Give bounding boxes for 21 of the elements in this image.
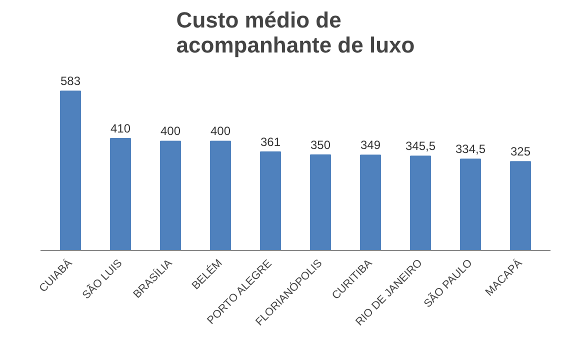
bar bbox=[110, 138, 131, 250]
chart-title: Custo médio de acompanhante de luxo bbox=[176, 8, 415, 58]
bar bbox=[510, 161, 531, 250]
bar bbox=[60, 90, 81, 250]
data-label: 400 bbox=[160, 124, 181, 138]
bar bbox=[210, 140, 231, 250]
data-label: 400 bbox=[210, 124, 231, 138]
bar bbox=[360, 154, 381, 250]
data-label: 361 bbox=[260, 134, 281, 149]
data-label: 334,5 bbox=[455, 142, 486, 156]
bar bbox=[310, 154, 331, 250]
bar bbox=[260, 151, 281, 250]
data-label: 350 bbox=[310, 138, 331, 152]
bar bbox=[410, 156, 431, 250]
data-label: 349 bbox=[360, 138, 381, 152]
data-label: 325 bbox=[510, 144, 531, 159]
data-label: 345,5 bbox=[405, 139, 436, 154]
data-label: 583 bbox=[60, 74, 81, 88]
bar bbox=[160, 140, 181, 250]
data-label: 410 bbox=[110, 121, 131, 136]
bar bbox=[460, 158, 481, 250]
